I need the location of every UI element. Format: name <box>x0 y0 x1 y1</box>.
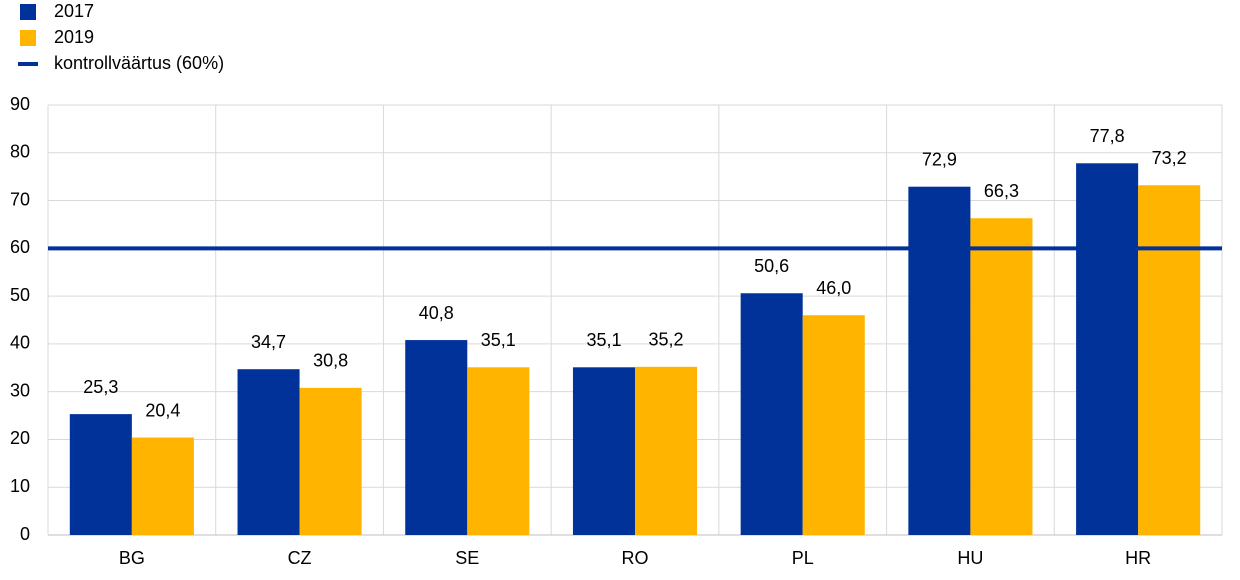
y-tick-label: 20 <box>10 428 30 448</box>
x-tick-label: HU <box>957 548 983 568</box>
legend-swatch <box>20 4 36 20</box>
y-tick-label: 0 <box>20 524 30 544</box>
value-label: 25,3 <box>83 377 118 397</box>
bar <box>69 414 132 535</box>
value-label: 34,7 <box>251 332 286 352</box>
bar <box>970 218 1033 535</box>
bar <box>1138 185 1201 535</box>
bar <box>131 437 194 535</box>
x-tick-label: RO <box>622 548 649 568</box>
y-tick-label: 80 <box>10 142 30 162</box>
value-label: 40,8 <box>419 303 454 323</box>
bar <box>405 340 468 535</box>
bar <box>237 369 300 535</box>
bar <box>908 186 971 535</box>
value-label: 46,0 <box>816 278 851 298</box>
legend-label: 2019 <box>54 27 94 47</box>
bar <box>1076 163 1139 536</box>
x-tick-label: CZ <box>288 548 312 568</box>
value-label: 30,8 <box>313 351 348 371</box>
y-tick-label: 60 <box>10 237 30 257</box>
value-label: 66,3 <box>984 181 1019 201</box>
value-label: 35,1 <box>586 330 621 350</box>
bar <box>572 367 635 535</box>
value-label: 72,9 <box>922 149 957 169</box>
legend-label: 2017 <box>54 1 94 21</box>
value-label: 35,2 <box>649 330 684 350</box>
bar <box>299 387 362 535</box>
y-tick-label: 10 <box>10 476 30 496</box>
legend-swatch <box>20 30 36 46</box>
x-tick-label: HR <box>1125 548 1151 568</box>
y-tick-label: 70 <box>10 189 30 209</box>
x-tick-label: BG <box>119 548 145 568</box>
y-tick-label: 30 <box>10 380 30 400</box>
value-label: 77,8 <box>1090 126 1125 146</box>
legend-label: kontrollväärtus (60%) <box>54 53 224 73</box>
value-label: 50,6 <box>754 256 789 276</box>
x-tick-label: PL <box>792 548 814 568</box>
bar <box>635 366 698 535</box>
y-tick-label: 50 <box>10 285 30 305</box>
bar <box>467 367 530 535</box>
value-label: 20,4 <box>145 400 180 420</box>
bar <box>802 315 865 535</box>
bar <box>740 293 803 535</box>
y-tick-label: 40 <box>10 333 30 353</box>
value-label: 35,1 <box>481 330 516 350</box>
value-label: 73,2 <box>1152 148 1187 168</box>
x-tick-label: SE <box>455 548 479 568</box>
y-tick-label: 90 <box>10 94 30 114</box>
